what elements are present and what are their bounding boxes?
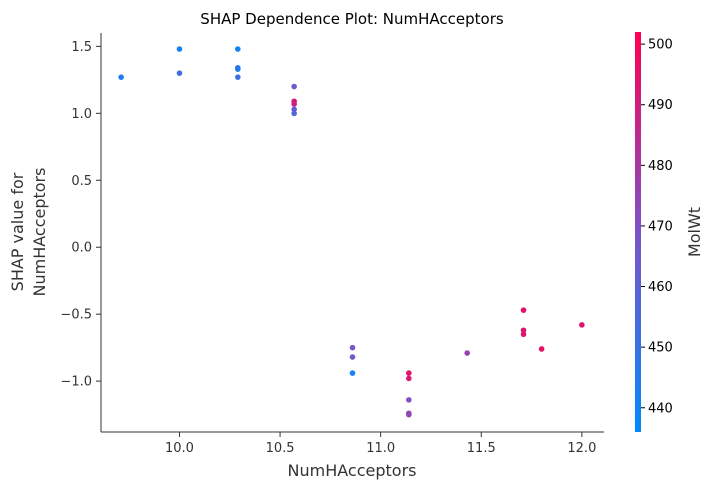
y-axis-ticks: 1.5 1.0 0.5 0.0 −0.5 −1.0: [60, 40, 101, 390]
colorbar: 440 450 460 470 480 490 500 MolWt: [635, 32, 704, 432]
x-tick-label: 10.0: [165, 441, 194, 456]
y-tick-label: 0.5: [71, 174, 92, 189]
data-point: [349, 370, 356, 376]
data-point: [291, 106, 297, 113]
colorbar-tick-label: 460: [648, 280, 673, 295]
y-axis-label: SHAP value for NumHAcceptors: [8, 168, 49, 297]
y-tick-label: 0.0: [71, 241, 92, 256]
data-point: [118, 74, 124, 80]
y-tick-label: −0.5: [60, 308, 92, 323]
y-tick-label: −1.0: [60, 375, 92, 390]
y-tick-label: 1.5: [71, 40, 92, 55]
data-point: [291, 110, 297, 117]
data-point: [349, 344, 356, 351]
data-point: [406, 397, 412, 403]
colorbar-tick-label: 500: [648, 38, 673, 53]
data-point: [538, 346, 545, 352]
colorbar-tick-label: 490: [648, 98, 673, 113]
data-point: [520, 327, 527, 334]
data-point: [520, 331, 527, 338]
y-axis-label-line-1: SHAP value for: [8, 172, 27, 291]
data-point: [176, 70, 183, 76]
data-point: [235, 46, 241, 52]
data-point: [579, 322, 585, 328]
y-tick-label: 1.0: [71, 107, 92, 122]
data-point: [235, 74, 241, 80]
colorbar-tick-label: 480: [648, 159, 673, 174]
data-point: [520, 307, 527, 313]
x-tick-label: 11.0: [366, 441, 395, 456]
colorbar-tick-label: 440: [648, 401, 673, 416]
y-axis-label-line-2: NumHAcceptors: [30, 168, 49, 297]
x-tick-label: 10.5: [266, 441, 295, 456]
data-point: [235, 66, 241, 72]
x-axis-label: NumHAcceptors: [288, 461, 417, 480]
data-point: [406, 411, 412, 418]
plot-area: 1.5 1.0 0.5 0.0 −0.5 −1.0 10.0 10.5 11.0 11.5 12.…: [60, 33, 604, 456]
chart-title: SHAP Dependence Plot: NumHAcceptors: [200, 10, 504, 28]
data-point: [464, 350, 470, 356]
colorbar-tick-label: 450: [648, 341, 673, 356]
data-point: [406, 370, 412, 376]
colorbar-ticks: 440 450 460 470 480 490 500: [641, 38, 673, 416]
colorbar-tick-label: 470: [648, 219, 673, 234]
colorbar-label: MolWt: [685, 207, 704, 257]
colorbar-gradient: [635, 32, 641, 432]
data-point: [406, 375, 412, 382]
data-point: [291, 101, 297, 107]
scatter-points: [118, 46, 585, 418]
data-point: [349, 354, 356, 360]
data-point: [291, 83, 297, 90]
x-tick-label: 11.5: [467, 441, 496, 456]
x-tick-label: 12.0: [567, 441, 596, 456]
data-point: [176, 46, 183, 52]
x-axis-ticks: 10.0 10.5 11.0 11.5 12.0: [165, 432, 596, 456]
